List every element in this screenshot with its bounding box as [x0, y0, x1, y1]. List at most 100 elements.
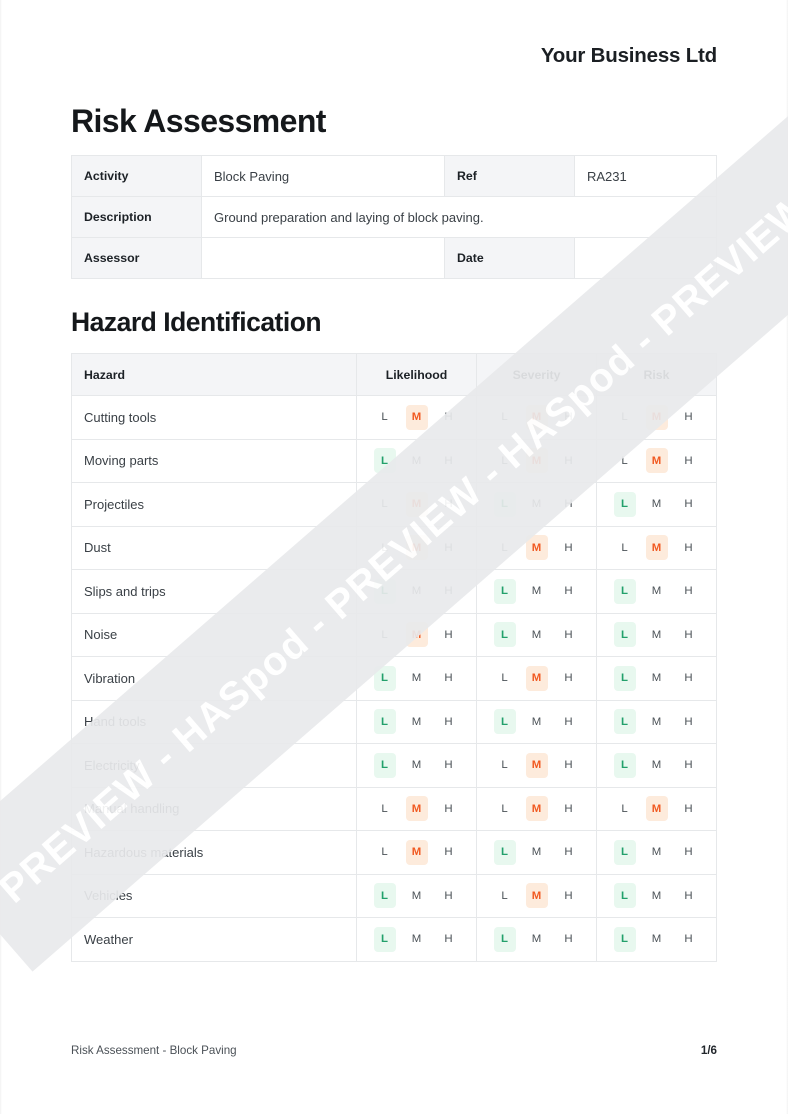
risk-option-h[interactable]: H — [684, 759, 693, 772]
severity-option-h[interactable]: H — [564, 846, 573, 859]
risk-option-m[interactable]: M — [645, 448, 668, 474]
severity-option-h[interactable]: H — [564, 889, 573, 902]
severity-option-l[interactable]: L — [493, 622, 516, 648]
assessor-value[interactable] — [201, 237, 445, 279]
severity-option-m[interactable]: M — [525, 883, 548, 909]
activity-value[interactable]: Block Paving — [201, 155, 445, 197]
risk-option-l[interactable]: L — [613, 883, 636, 909]
risk-option-l[interactable]: L — [613, 578, 636, 604]
risk-option-h[interactable]: H — [684, 672, 693, 685]
severity-option-h[interactable]: H — [564, 759, 573, 772]
likelihood-option-m[interactable]: M — [411, 672, 422, 685]
risk-option-l[interactable]: L — [621, 541, 628, 554]
likelihood-option-h[interactable]: H — [444, 498, 453, 511]
risk-option-m[interactable]: M — [651, 759, 662, 772]
likelihood-option-h[interactable]: H — [444, 802, 453, 815]
likelihood-option-h[interactable]: H — [444, 628, 453, 641]
risk-option-h[interactable]: H — [684, 541, 693, 554]
likelihood-option-l[interactable]: L — [373, 665, 396, 691]
risk-option-h[interactable]: H — [684, 585, 693, 598]
likelihood-option-l[interactable]: L — [381, 411, 388, 424]
severity-option-l[interactable]: L — [501, 454, 508, 467]
likelihood-option-m[interactable]: M — [405, 622, 428, 648]
severity-option-m[interactable]: M — [531, 585, 542, 598]
date-value[interactable] — [574, 237, 717, 279]
likelihood-option-l[interactable]: L — [373, 448, 396, 474]
severity-option-h[interactable]: H — [564, 628, 573, 641]
severity-option-m[interactable]: M — [525, 404, 548, 430]
likelihood-option-m[interactable]: M — [411, 715, 422, 728]
likelihood-option-m[interactable]: M — [405, 796, 428, 822]
severity-option-l[interactable]: L — [493, 926, 516, 952]
likelihood-option-l[interactable]: L — [381, 802, 388, 815]
likelihood-option-l[interactable]: L — [381, 846, 388, 859]
severity-option-m[interactable]: M — [525, 535, 548, 561]
risk-option-m[interactable]: M — [651, 846, 662, 859]
risk-option-l[interactable]: L — [613, 839, 636, 865]
risk-option-l[interactable]: L — [613, 622, 636, 648]
risk-option-m[interactable]: M — [651, 498, 662, 511]
severity-option-h[interactable]: H — [564, 454, 573, 467]
likelihood-option-h[interactable]: H — [444, 715, 453, 728]
risk-option-h[interactable]: H — [684, 628, 693, 641]
severity-option-l[interactable]: L — [501, 411, 508, 424]
likelihood-option-m[interactable]: M — [411, 585, 422, 598]
risk-option-l[interactable]: L — [613, 709, 636, 735]
severity-option-l[interactable]: L — [501, 802, 508, 815]
risk-option-m[interactable]: M — [651, 889, 662, 902]
severity-option-h[interactable]: H — [564, 498, 573, 511]
likelihood-option-m[interactable]: M — [411, 889, 422, 902]
severity-option-h[interactable]: H — [564, 411, 573, 424]
severity-option-l[interactable]: L — [501, 541, 508, 554]
severity-option-l[interactable]: L — [501, 759, 508, 772]
likelihood-option-m[interactable]: M — [411, 933, 422, 946]
severity-option-m[interactable]: M — [531, 628, 542, 641]
ref-value[interactable]: RA231 — [574, 155, 717, 197]
likelihood-option-m[interactable]: M — [405, 404, 428, 430]
likelihood-option-h[interactable]: H — [444, 672, 453, 685]
severity-option-m[interactable]: M — [531, 846, 542, 859]
severity-option-h[interactable]: H — [564, 541, 573, 554]
likelihood-option-l[interactable]: L — [381, 628, 388, 641]
risk-option-h[interactable]: H — [684, 802, 693, 815]
risk-option-l[interactable]: L — [613, 491, 636, 517]
likelihood-option-l[interactable]: L — [373, 926, 396, 952]
risk-option-h[interactable]: H — [684, 411, 693, 424]
risk-option-h[interactable]: H — [684, 715, 693, 728]
likelihood-option-l[interactable]: L — [373, 883, 396, 909]
risk-option-m[interactable]: M — [651, 933, 662, 946]
likelihood-option-m[interactable]: M — [405, 491, 428, 517]
likelihood-option-l[interactable]: L — [381, 541, 388, 554]
likelihood-option-l[interactable]: L — [373, 752, 396, 778]
severity-option-h[interactable]: H — [564, 802, 573, 815]
likelihood-option-h[interactable]: H — [444, 541, 453, 554]
severity-option-h[interactable]: H — [564, 933, 573, 946]
likelihood-option-m[interactable]: M — [405, 535, 428, 561]
severity-option-m[interactable]: M — [531, 715, 542, 728]
likelihood-option-h[interactable]: H — [444, 759, 453, 772]
risk-option-h[interactable]: H — [684, 846, 693, 859]
risk-option-h[interactable]: H — [684, 454, 693, 467]
likelihood-option-m[interactable]: M — [411, 454, 422, 467]
risk-option-l[interactable]: L — [621, 411, 628, 424]
severity-option-l[interactable]: L — [493, 839, 516, 865]
severity-option-m[interactable]: M — [525, 796, 548, 822]
risk-option-l[interactable]: L — [621, 454, 628, 467]
risk-option-m[interactable]: M — [645, 796, 668, 822]
severity-option-m[interactable]: M — [525, 752, 548, 778]
severity-option-h[interactable]: H — [564, 715, 573, 728]
severity-option-l[interactable]: L — [493, 578, 516, 604]
severity-option-l[interactable]: L — [493, 491, 516, 517]
risk-option-l[interactable]: L — [613, 665, 636, 691]
likelihood-option-m[interactable]: M — [405, 839, 428, 865]
severity-option-m[interactable]: M — [531, 933, 542, 946]
likelihood-option-h[interactable]: H — [444, 454, 453, 467]
severity-option-l[interactable]: L — [501, 889, 508, 902]
risk-option-l[interactable]: L — [613, 752, 636, 778]
likelihood-option-m[interactable]: M — [411, 759, 422, 772]
severity-option-h[interactable]: H — [564, 585, 573, 598]
risk-option-m[interactable]: M — [651, 585, 662, 598]
likelihood-option-l[interactable]: L — [381, 498, 388, 511]
risk-option-m[interactable]: M — [645, 404, 668, 430]
risk-option-h[interactable]: H — [684, 933, 693, 946]
